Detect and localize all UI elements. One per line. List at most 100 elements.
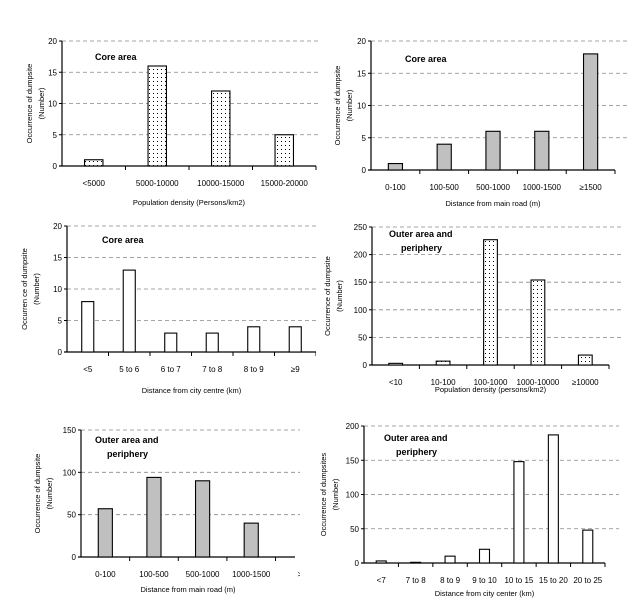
- chart-title: Core area: [102, 235, 145, 245]
- y-axis-label: (Number): [335, 280, 344, 312]
- y-tick-label: 200: [346, 422, 360, 431]
- x-tick-label: 1000-1500: [523, 183, 562, 192]
- x-tick-label: 10000-15000: [197, 179, 245, 188]
- x-tick-label: ≥10000: [572, 378, 599, 387]
- x-tick-label: <5: [83, 365, 93, 374]
- chart-title: Core area: [405, 54, 448, 64]
- y-tick-label: 10: [53, 285, 62, 294]
- y-tick-label: 150: [346, 456, 360, 465]
- bar-outer-density-2: [483, 239, 498, 366]
- bar-core-road-3: [534, 130, 550, 171]
- x-axis-label: Population density (persons/km2): [435, 385, 547, 394]
- bar-core-density-3: [274, 134, 295, 167]
- y-tick-label: 10: [357, 102, 366, 111]
- bar-outer-centre-2: [444, 555, 456, 564]
- y-axis-label: Occurrence of dumpsite: [323, 256, 332, 336]
- x-tick-label: 5 to 6: [119, 365, 140, 374]
- y-tick-label: 10: [48, 100, 57, 109]
- bar-core-density-1: [147, 65, 168, 167]
- chart-title: Outer area and: [384, 433, 448, 443]
- chart-core-centre: 0 5 10 15 20 <5 5 to 6 6 to 7 7 to 8 8 to 9 ≥9 Dist…: [20, 222, 316, 395]
- y-tick-label: 15: [53, 254, 62, 263]
- y-tick-label: 20: [357, 37, 366, 46]
- y-tick-label: 15: [357, 69, 366, 78]
- y-tick-label: 0: [363, 361, 368, 370]
- bar-core-centre-0: [81, 301, 95, 353]
- y-axis-label: Occurren ce of dumpsite: [20, 248, 29, 330]
- chart-title: Outer area and: [95, 435, 159, 445]
- x-tick-label: 100-1000: [474, 378, 508, 387]
- chart-core-road: 0 5 10 15 20 0-100 100-500 500-1000 1000-1500 ≥15…: [333, 37, 629, 208]
- x-tick-label: <5000: [83, 179, 106, 188]
- x-tick-label: 6 to 7: [161, 365, 182, 374]
- y-tick-label: 5: [53, 131, 58, 140]
- y-tick-label: 5: [362, 134, 367, 143]
- x-tick-label: 10 to 15: [504, 576, 533, 585]
- bar-core-centre-5: [288, 326, 302, 353]
- x-tick-label: ≥9: [291, 365, 300, 374]
- bar-core-density-2: [210, 90, 231, 167]
- bar-core-centre-4: [247, 326, 261, 353]
- y-axis-label: (Number): [45, 477, 54, 509]
- x-tick-label: <7: [377, 576, 387, 585]
- x-tick-label: 1000-1500: [232, 570, 271, 579]
- y-axis-label: Occurrence of dumpsite: [33, 454, 42, 534]
- x-tick-label: 15 to 20: [539, 576, 568, 585]
- x-tick-label: 500-1000: [186, 570, 220, 579]
- y-axis-label: Occurrence of dumpsite: [333, 66, 342, 146]
- bar-core-centre-3: [205, 332, 219, 353]
- bar-core-centre-1: [122, 269, 136, 353]
- y-tick-label: 150: [354, 278, 368, 287]
- x-tick-label: 100-500: [430, 183, 460, 192]
- y-tick-label: 0: [362, 166, 367, 175]
- x-tick-label: ≥1500: [580, 183, 603, 192]
- x-tick-label: 7 to 8: [202, 365, 223, 374]
- y-axis-label: Occurrence of dumpsite: [25, 64, 34, 144]
- bar-outer-road-2: [194, 480, 211, 558]
- bar-outer-centre-3: [478, 548, 491, 564]
- y-axis-label: (Number): [32, 273, 41, 305]
- bar-core-road-0: [387, 163, 404, 171]
- x-axis-label: Distance from city center (km): [435, 589, 535, 598]
- bar-outer-centre-6: [582, 529, 594, 564]
- x-tick-label: >: [298, 570, 303, 579]
- x-tick-label: 7 to 8: [406, 576, 427, 585]
- bar-core-density-0: [83, 159, 104, 167]
- bar-outer-density-1: [435, 360, 451, 366]
- x-tick-label: 8 to 9: [244, 365, 265, 374]
- bar-outer-density-0: [388, 362, 404, 366]
- y-tick-label: 50: [358, 333, 367, 342]
- y-tick-label: 5: [58, 317, 63, 326]
- y-tick-label: 0: [53, 162, 58, 171]
- bar-outer-centre-5: [547, 434, 559, 564]
- bar-outer-road-3: [243, 522, 259, 558]
- bar-outer-centre-1: [410, 561, 422, 564]
- y-tick-label: 100: [63, 468, 77, 477]
- x-tick-label: 9 to 10: [472, 576, 497, 585]
- x-axis-label: Distance from main road (m): [140, 585, 236, 594]
- y-tick-label: 20: [53, 222, 62, 231]
- bar-outer-density-4: [577, 354, 593, 366]
- y-tick-label: 150: [63, 426, 77, 435]
- bar-core-centre-2: [164, 332, 178, 353]
- bar-outer-road-1: [146, 476, 162, 558]
- bar-outer-centre-0: [375, 560, 387, 564]
- x-axis-label: Distance from main road (m): [445, 199, 541, 208]
- chart-core-density: 0 5 10 15 20 <5000 5000-10000 10000-15000 15000-…: [25, 37, 320, 207]
- chart-outer-density: 0 50 100 150 200 250 <10 10-100 100-1000 1000-100…: [323, 223, 623, 394]
- x-tick-label: 0-100: [385, 183, 406, 192]
- y-tick-label: 15: [48, 68, 57, 77]
- y-axis-label: (Number): [37, 87, 46, 119]
- bar-core-road-2: [485, 130, 501, 171]
- chart-title: periphery: [396, 447, 437, 457]
- x-tick-label: 0-100: [95, 570, 116, 579]
- x-tick-label: 1000-10000: [517, 378, 560, 387]
- chart-title: Outer area and: [389, 229, 453, 239]
- y-tick-label: 0: [72, 553, 77, 562]
- x-tick-label: 100-500: [139, 570, 169, 579]
- y-tick-label: 100: [354, 306, 368, 315]
- bar-outer-road-0: [97, 508, 113, 558]
- y-axis-label: (Number): [331, 478, 340, 510]
- x-tick-label: 5000-10000: [136, 179, 179, 188]
